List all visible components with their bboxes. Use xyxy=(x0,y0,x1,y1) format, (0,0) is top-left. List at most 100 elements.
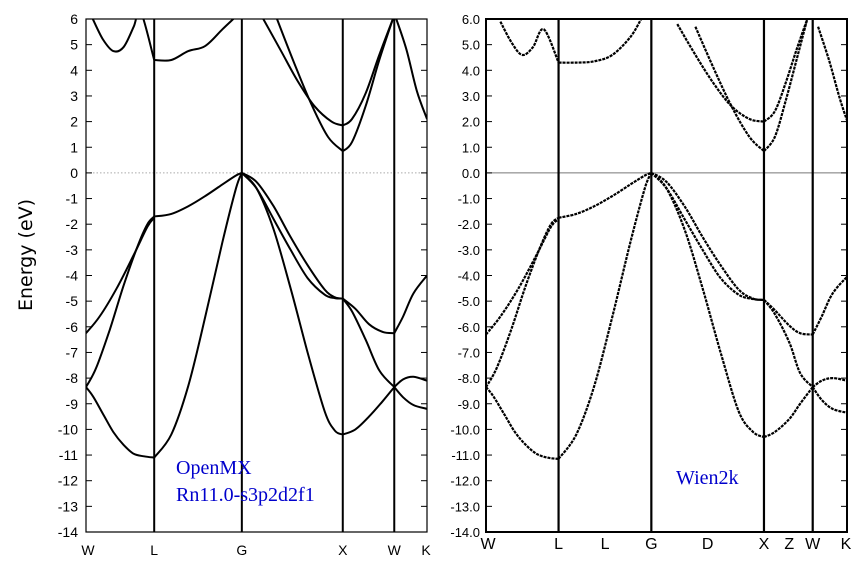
openmx-band-segment xyxy=(241,172,343,300)
wien2k-band-segment xyxy=(557,172,653,460)
openmx-ytick-label: -9 xyxy=(66,396,79,412)
wien2k-ytick-label: -2.0 xyxy=(458,217,480,232)
wien2k-ytick-label: -12.0 xyxy=(450,474,480,489)
openmx-ytick-label: 6 xyxy=(70,11,78,27)
openmx-band-segment xyxy=(86,215,155,388)
wien2k-ytick-label: 4.0 xyxy=(462,63,480,78)
wien2k-kpoint-label-x: X xyxy=(759,536,770,553)
openmx-kpoint-label-g: G xyxy=(236,542,247,558)
openmx-band-segment xyxy=(86,386,155,459)
openmx-ytick-label: 5 xyxy=(70,37,78,53)
wien2k-band-segment xyxy=(486,218,560,336)
wien2k-kpoint-label-g: G xyxy=(645,536,657,553)
openmx-ytick-label: -5 xyxy=(66,293,79,309)
openmx-ytick-label: -12 xyxy=(58,473,78,489)
openmx-band-segment xyxy=(154,19,235,62)
openmx-band-panel: 6 5 4 3 2 1 0 -1 -2 -3 -4 -5 -6 -7 -8 -9 -10 -11 -12 -13 -14… xyxy=(58,11,432,558)
wien2k-ytick-label: -14.0 xyxy=(450,525,480,540)
wien2k-band-segment xyxy=(486,386,559,460)
openmx-band-segment xyxy=(393,375,427,388)
openmx-band-segment xyxy=(342,386,396,436)
wien2k-band-segment xyxy=(763,19,809,152)
wien2k-band-segment xyxy=(694,26,765,152)
openmx-kpoint-label-x: X xyxy=(338,542,348,558)
wien2k-band-segment xyxy=(812,376,847,388)
openmx-band-segment xyxy=(341,297,396,388)
wien2k-ytick-label: 3.0 xyxy=(462,89,480,104)
wien2k-kpoint-label-w: W xyxy=(805,536,821,553)
openmx-band-segment xyxy=(395,19,427,120)
wien2k-kpoint-label-l: L xyxy=(554,536,563,553)
openmx-band-segment xyxy=(342,297,395,335)
openmx-kpoint-label-w: W xyxy=(388,542,402,558)
wien2k-band-segment xyxy=(650,172,765,301)
wien2k-band-segment xyxy=(763,19,809,123)
openmx-band-segment xyxy=(393,274,427,334)
openmx-ytick-label: 0 xyxy=(70,165,78,181)
wien2k-kpoint-label-k: K xyxy=(841,536,852,553)
openmx-kpoint-label-w: W xyxy=(81,542,95,558)
openmx-ytick-label: -13 xyxy=(58,498,78,514)
wien2k-annotation: Wien2k xyxy=(676,467,739,489)
openmx-ytick-label: -1 xyxy=(66,191,79,207)
openmx-ytick-label: -8 xyxy=(66,370,79,386)
wien2k-kpoint-label-l: L xyxy=(601,536,610,553)
openmx-band-segment xyxy=(393,386,427,410)
wien2k-band-segment xyxy=(763,299,814,388)
openmx-ytick-label: -6 xyxy=(66,319,79,335)
openmx-band-segment xyxy=(91,19,156,61)
wien2k-ytick-label: -7.0 xyxy=(458,345,480,360)
openmx-ytick-label: 3 xyxy=(70,88,78,104)
wien2k-kpoint-label-w: W xyxy=(480,536,496,553)
openmx-ytick-label: 4 xyxy=(70,62,78,78)
openmx-band-segment xyxy=(342,19,394,152)
openmx-ytick-label: -4 xyxy=(66,268,79,284)
wien2k-ytick-label: -3.0 xyxy=(458,243,480,258)
wien2k-ytick-label: -1.0 xyxy=(458,192,480,207)
wien2k-band-segment xyxy=(811,276,847,335)
openmx-ytick-label: -7 xyxy=(66,344,79,360)
openmx-ytick-label: -10 xyxy=(58,421,78,437)
wien2k-band-segment xyxy=(499,21,560,64)
wien2k-ytick-label: -9.0 xyxy=(458,397,480,412)
openmx-ytick-label: -2 xyxy=(66,216,79,232)
openmx-band-segment xyxy=(86,217,156,334)
wien2k-band-segment xyxy=(650,171,765,301)
openmx-band-segment xyxy=(241,172,344,436)
wien2k-ytick-label: 0.0 xyxy=(462,166,480,181)
wien2k-ytick-label: -10.0 xyxy=(450,422,480,437)
wien2k-ytick-label: 6.0 xyxy=(462,12,480,27)
openmx-kpoint-label-k: K xyxy=(421,542,431,558)
openmx-ytick-label: 2 xyxy=(70,114,78,130)
wien2k-ytick-label: -13.0 xyxy=(450,499,480,514)
openmx-band-segment xyxy=(262,19,344,127)
openmx-kpoint-label-l: L xyxy=(150,542,158,558)
wien2k-ytick-label: -11.0 xyxy=(451,448,480,463)
openmx-annotation-line-1: OpenMX xyxy=(176,457,252,479)
wien2k-ytick-label: 2.0 xyxy=(462,115,480,130)
wien2k-ytick-label: -8.0 xyxy=(458,371,480,386)
wien2k-band-segment xyxy=(558,19,643,64)
wien2k-band-segment xyxy=(558,171,652,219)
wien2k-band-segment xyxy=(811,386,847,414)
openmx-ytick-label: -3 xyxy=(66,242,79,258)
wien2k-band-panel: 6.0 5.0 4.0 3.0 2.0 1.0 0.0 -1.0 -2.0 -3.0 -4.0 -5.… xyxy=(450,12,851,553)
openmx-band-segment xyxy=(342,19,394,127)
wien2k-ytick-label: -4.0 xyxy=(458,269,480,284)
wien2k-band-segment xyxy=(650,172,765,439)
wien2k-band-segment xyxy=(763,299,813,336)
openmx-band-segment xyxy=(241,172,343,300)
wien2k-ytick-label: 5.0 xyxy=(462,38,480,53)
openmx-annotation-line-2: Rn11.0-s3p2d2f1 xyxy=(176,484,315,506)
wien2k-band-segment xyxy=(817,26,847,121)
wien2k-band-segment xyxy=(676,23,765,123)
openmx-ytick-label: 1 xyxy=(70,139,78,155)
openmx-ytick-label: -14 xyxy=(58,524,78,540)
wien2k-ytick-label: -6.0 xyxy=(458,320,480,335)
wien2k-ytick-label: 1.0 xyxy=(462,140,480,155)
y-axis-label: Energy (eV) xyxy=(15,199,37,311)
wien2k-plot-frame xyxy=(485,18,848,533)
openmx-band-segment xyxy=(276,19,344,152)
openmx-band-segment xyxy=(154,171,243,218)
